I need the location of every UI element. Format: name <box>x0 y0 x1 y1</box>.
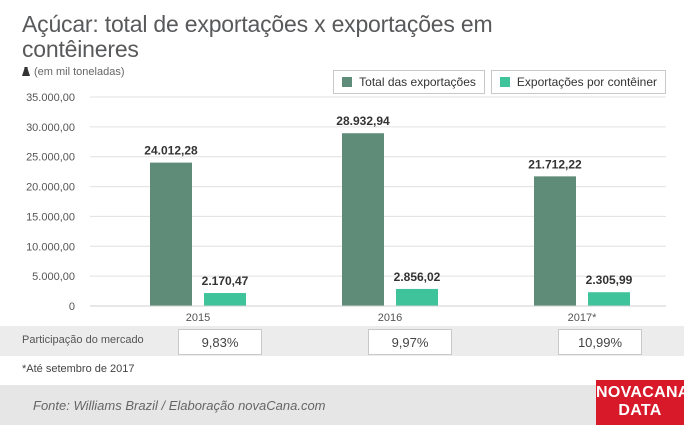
market-share-label: Participação do mercado <box>22 334 144 346</box>
x-tick-label: 2016 <box>378 312 402 324</box>
y-tick-label: 25.000,00 <box>26 152 75 164</box>
bar <box>204 293 246 306</box>
market-share-2016: 9,97% <box>368 329 452 355</box>
data-label: 2.170,47 <box>202 274 249 288</box>
legend-swatch-total <box>342 77 353 87</box>
y-tick-label: 20.000,00 <box>26 182 75 194</box>
bar <box>150 162 192 306</box>
weight-icon <box>22 67 30 76</box>
y-tick-label: 15.000,00 <box>26 211 75 223</box>
x-tick-label: 2017* <box>568 312 597 324</box>
logo-line-2: DATA <box>618 402 662 419</box>
y-tick-label: 5.000,00 <box>32 271 75 283</box>
bar <box>588 292 630 306</box>
legend: Total das exportações Exportações por co… <box>333 70 666 94</box>
units-text: (em mil toneladas) <box>34 66 125 78</box>
x-tick-label: 2015 <box>186 312 210 324</box>
market-share-2017: 10,99% <box>558 329 642 355</box>
source-bar: Fonte: Williams Brazil / Elaboração nova… <box>0 385 684 425</box>
legend-swatch-container <box>499 77 510 87</box>
legend-label-total: Total das exportações <box>359 75 476 89</box>
legend-label-container: Exportações por contêiner <box>516 75 657 89</box>
y-tick-label: 0 <box>69 301 75 313</box>
bar <box>342 133 384 306</box>
chart-title: Açúcar: total de exportações x exportaçõ… <box>22 11 493 62</box>
source-text: Fonte: Williams Brazil / Elaboração nova… <box>33 398 326 413</box>
data-label: 28.932,94 <box>336 114 390 128</box>
bar-chart: 0 5.000,00 10.000,00 15.000,00 20.000,00 25.0… <box>26 92 666 324</box>
market-share-2015: 9,83% <box>178 329 262 355</box>
y-tick-label: 30.000,00 <box>26 122 75 134</box>
footnote: *Até setembro de 2017 <box>22 363 135 375</box>
novacana-logo: NOVACANA DATA <box>596 380 684 425</box>
legend-item-total: Total das exportações <box>333 70 485 94</box>
data-label: 2.305,99 <box>586 273 633 287</box>
logo-line-1: NOVACANA <box>596 384 684 401</box>
y-tick-label: 35.000,00 <box>26 92 75 104</box>
market-share-row: Participação do mercado 9,83% 9,97% 10,9… <box>0 326 684 356</box>
legend-item-container: Exportações por contêiner <box>490 70 666 94</box>
bar <box>396 288 438 306</box>
y-tick-label: 10.000,00 <box>26 241 75 253</box>
data-label: 24.012,28 <box>144 144 198 158</box>
data-label: 2.856,02 <box>394 270 441 284</box>
data-label: 21.712,22 <box>528 157 582 171</box>
units-label: (em mil toneladas) <box>22 66 124 78</box>
bar <box>534 176 576 306</box>
